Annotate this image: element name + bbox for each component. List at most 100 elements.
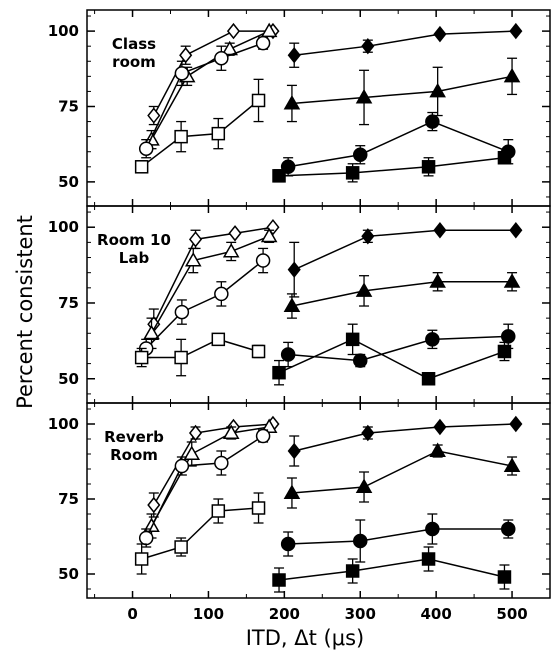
series-square-open <box>134 492 266 575</box>
series-line <box>288 335 509 362</box>
y-tick-label: 100 <box>48 415 79 433</box>
data-point <box>283 297 301 313</box>
data-point <box>251 93 266 108</box>
data-point <box>272 169 286 183</box>
x-tick-label: 200 <box>269 605 300 623</box>
series-line <box>141 338 259 359</box>
data-point <box>352 353 368 368</box>
data-point <box>255 428 271 444</box>
data-point <box>283 484 301 499</box>
data-point <box>503 457 521 472</box>
data-point <box>211 332 226 347</box>
data-point <box>429 82 446 98</box>
series-diamond-open <box>147 219 280 341</box>
data-point <box>134 160 149 174</box>
data-point <box>497 570 512 584</box>
series-triangle-filled <box>283 442 521 509</box>
data-point <box>147 496 161 514</box>
data-point <box>509 22 523 40</box>
data-point <box>497 151 512 165</box>
data-point <box>497 344 512 359</box>
series-circle-open <box>138 428 271 548</box>
data-point <box>174 129 188 144</box>
data-point <box>501 521 516 537</box>
series-diamond-filled <box>287 415 523 467</box>
data-point <box>425 114 440 129</box>
data-point <box>503 273 521 288</box>
x-axis-title: ITD, Δt (μs) <box>246 626 365 650</box>
data-point <box>283 94 301 110</box>
series-diamond-open <box>147 415 280 518</box>
x-tick-label: 400 <box>420 605 451 623</box>
data-point <box>345 332 360 347</box>
data-point <box>143 324 160 340</box>
y-axis-title: Percent consistent <box>13 215 37 409</box>
data-point <box>266 219 280 236</box>
data-point <box>429 442 446 457</box>
series-line <box>153 423 274 506</box>
x-tick-label: 500 <box>496 605 527 623</box>
series-triangle-filled <box>283 57 521 126</box>
series-line <box>141 99 260 168</box>
data-point <box>287 261 301 278</box>
data-point <box>179 47 193 64</box>
data-point <box>251 501 266 515</box>
panel-label-line: Lab <box>119 249 150 267</box>
series-line <box>278 338 505 380</box>
series-square-open <box>134 332 266 377</box>
y-tick-label: 75 <box>58 490 79 508</box>
data-point <box>345 564 360 578</box>
data-point <box>260 227 278 243</box>
data-point <box>260 22 278 38</box>
data-point <box>188 424 203 442</box>
data-point <box>345 166 360 180</box>
data-point <box>174 66 190 81</box>
data-point <box>222 242 240 258</box>
series-line <box>294 30 516 56</box>
x-axis: 0 100 200 300 400 500 <box>127 605 527 623</box>
data-point <box>183 445 201 460</box>
data-point <box>433 222 447 239</box>
x-tick-label: 300 <box>345 605 376 623</box>
data-point <box>138 530 154 546</box>
series-line <box>145 259 264 349</box>
data-point <box>174 304 190 320</box>
series-square-open <box>134 78 266 174</box>
x-tick-label: 0 <box>127 605 137 623</box>
panel-label-line: Room 10 <box>97 231 171 249</box>
panel-2: 50 75 100 Room 10 Lab <box>48 205 551 404</box>
series-line <box>293 229 516 271</box>
series-diamond-filled <box>287 222 523 298</box>
series-line <box>291 450 513 494</box>
x-tick-label: 100 <box>193 605 224 623</box>
data-point <box>214 286 229 302</box>
data-point <box>280 347 296 362</box>
chart-panels: 50 75 100 Class room 50 75 100 Room 10 Lab 50 75 100… <box>48 9 551 599</box>
panel-label-line: Reverb <box>104 428 164 446</box>
panel-frame <box>86 402 551 599</box>
data-point <box>352 147 368 162</box>
series-diamond-open <box>147 22 280 126</box>
data-point <box>143 517 160 532</box>
data-point <box>255 253 271 268</box>
data-point <box>211 126 226 141</box>
series-circle-open <box>138 35 271 159</box>
data-point <box>509 415 523 433</box>
data-point <box>134 350 149 365</box>
data-point <box>509 222 523 239</box>
series-line <box>145 435 264 539</box>
data-point <box>174 540 188 554</box>
series-circle-open <box>138 247 271 359</box>
series-line <box>279 157 505 177</box>
data-point <box>421 552 436 566</box>
y-tick-label: 50 <box>58 173 79 191</box>
series-line <box>150 235 270 334</box>
y-tick-label: 100 <box>48 22 79 40</box>
series-line <box>141 507 259 560</box>
data-point <box>361 37 375 55</box>
series-line <box>288 528 509 545</box>
series-line <box>291 281 513 307</box>
data-point <box>501 329 516 344</box>
data-point <box>214 50 229 66</box>
